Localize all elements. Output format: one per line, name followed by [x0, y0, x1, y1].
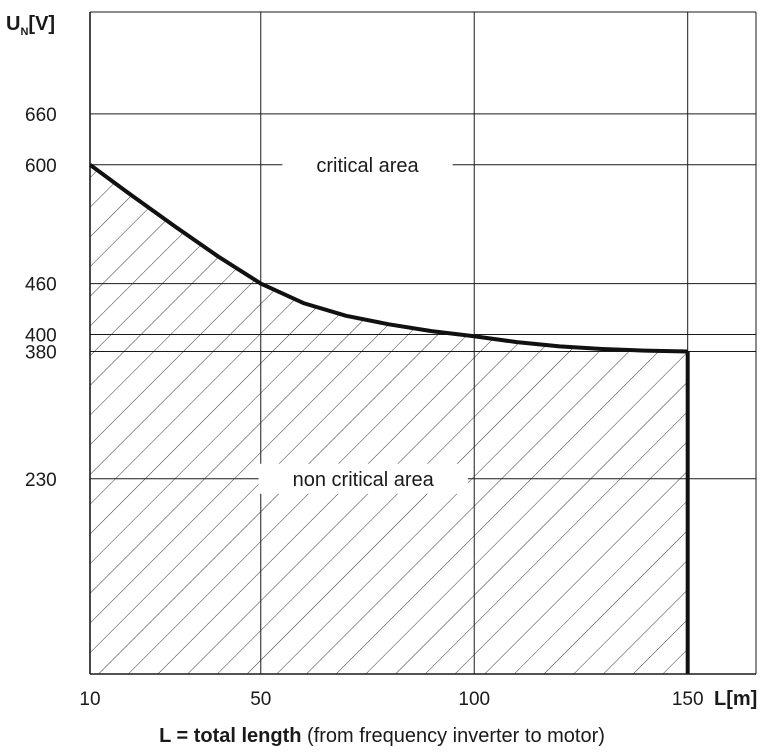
y-tick-label-400: 400 [25, 326, 57, 347]
label-masks [258, 149, 468, 494]
y-tick-label-380: 380 [25, 342, 57, 363]
y-tick-label-230: 230 [25, 470, 57, 491]
y-axis-title-unit: [V] [28, 13, 55, 35]
x-tick-label-10: 10 [79, 689, 100, 710]
y-tick-label-600: 600 [25, 156, 57, 177]
x-tick-labels: 10 50 100 150 [79, 689, 703, 710]
y-axis-title: UN[V] [6, 13, 55, 38]
x-axis-caption-rest: (from frequency inverter to motor) [301, 725, 604, 747]
x-axis-title: L[m] [714, 688, 757, 710]
non-critical-area-fill [90, 164, 688, 674]
x-tick-label-100: 100 [458, 689, 490, 710]
y-axis-title-subscript: N [20, 26, 28, 38]
x-tick-label-50: 50 [250, 689, 271, 710]
y-tick-label-460: 460 [25, 275, 57, 296]
x-axis-caption: L = total length (from frequency inverte… [159, 725, 605, 747]
non-critical-area-label: non critical area [293, 469, 435, 491]
lower-label-mask [258, 463, 468, 494]
y-tick-label-660: 660 [25, 105, 57, 126]
y-axis-title-symbol: U [6, 13, 20, 35]
x-axis-caption-bold: L = total length [159, 725, 301, 747]
series-line-limit-voltage [88, 163, 688, 354]
critical-area-label: critical area [316, 155, 419, 177]
x-tick-label-150: 150 [672, 689, 704, 710]
upper-label-mask [282, 149, 453, 180]
